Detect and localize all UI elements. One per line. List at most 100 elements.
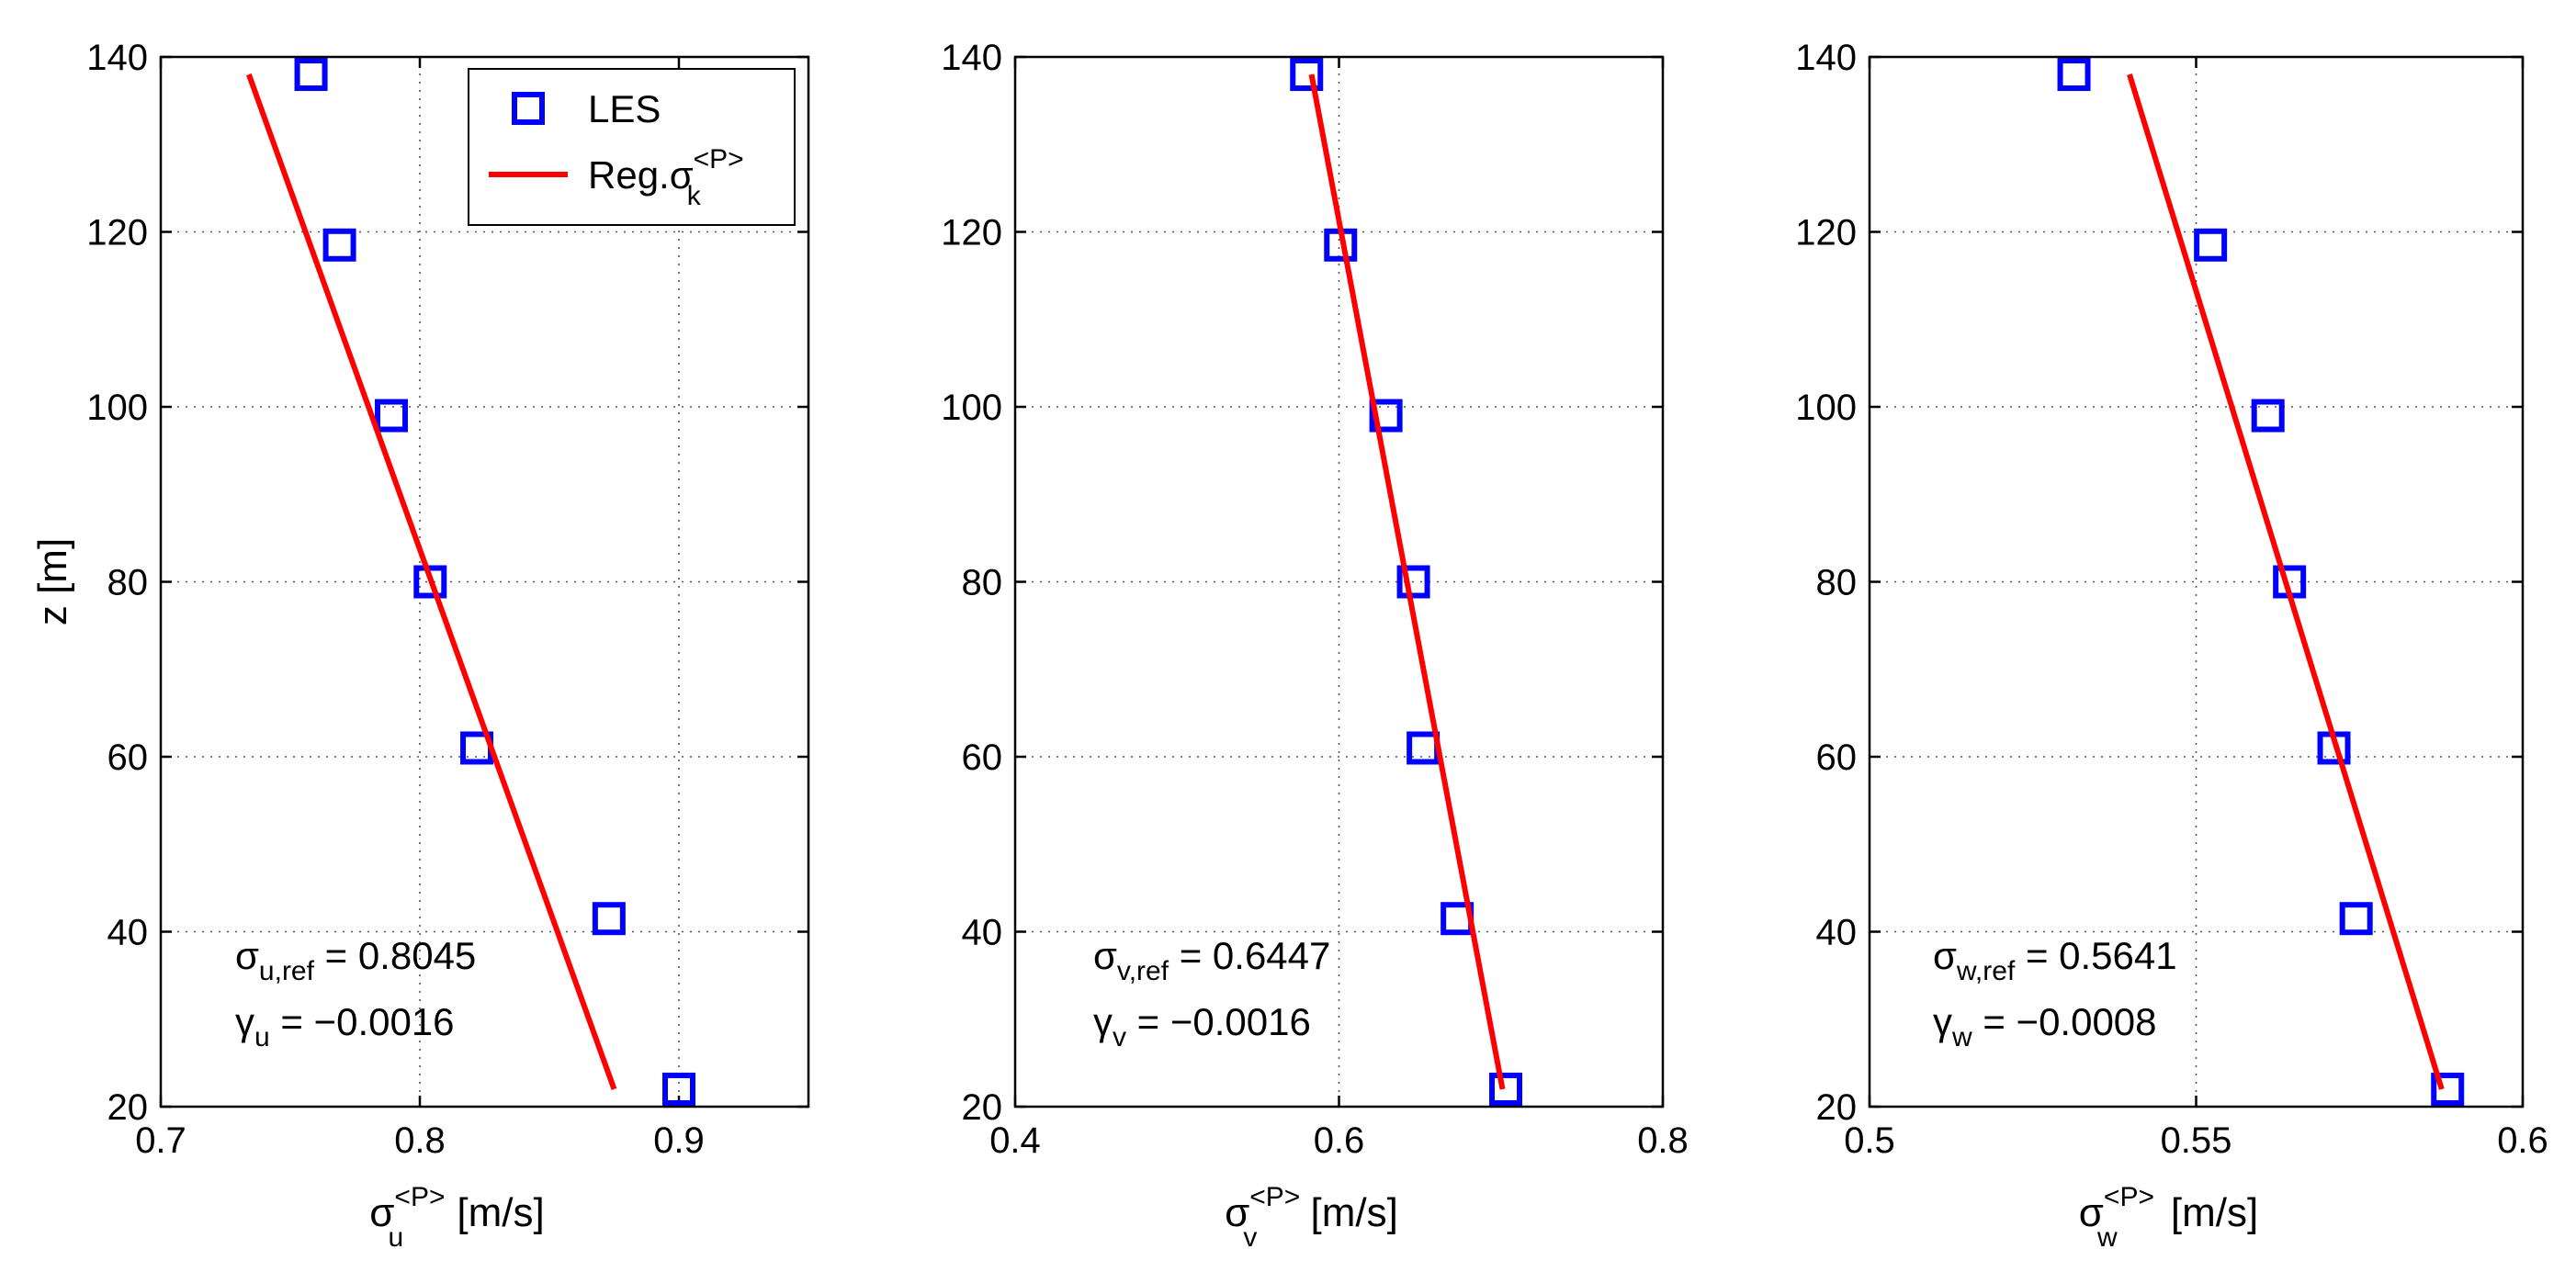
x-axis-label-sub: v bbox=[1243, 1222, 1257, 1253]
y-tick-label: 140 bbox=[86, 38, 148, 78]
x-axis-label-sigma: σ bbox=[2079, 1190, 2104, 1235]
gamma-sub: v bbox=[1113, 1022, 1126, 1052]
sigma-ref-sub: w,ref bbox=[1956, 956, 2016, 986]
axes-frame bbox=[1868, 55, 2525, 1109]
x-axis-label-sigma: σ bbox=[369, 1190, 394, 1235]
y-tick-label: 40 bbox=[962, 913, 1003, 953]
y-tick-label: 40 bbox=[1816, 913, 1858, 953]
les-data-point bbox=[2251, 399, 2285, 433]
x-axis-label-sup: <P> bbox=[394, 1182, 445, 1212]
y-tick-label: 20 bbox=[1816, 1087, 1858, 1128]
legend-reg-base: Reg.σ bbox=[588, 153, 694, 197]
x-tick-label: 0.7 bbox=[135, 1120, 186, 1161]
legend-reg-label: Reg.σ<P> k bbox=[588, 144, 744, 211]
y-tick-label: 20 bbox=[107, 1087, 149, 1128]
sigma-ref-value: = 0.6447 bbox=[1169, 934, 1330, 977]
sigma-ref-symbol: σ bbox=[235, 934, 259, 977]
les-data-point bbox=[2339, 902, 2373, 936]
les-data-point bbox=[592, 902, 626, 936]
y-tick-label: 80 bbox=[962, 563, 1003, 603]
sigma-ref-annotation: σu,ref = 0.8045 bbox=[235, 934, 476, 986]
sigma-ref-annotation: σw,ref = 0.5641 bbox=[1933, 934, 2177, 986]
y-tick-label: 60 bbox=[107, 737, 149, 778]
gamma-value: = −0.0016 bbox=[270, 1000, 455, 1043]
les-data-point bbox=[2431, 1072, 2465, 1106]
legend-les-label: LES bbox=[588, 87, 661, 130]
x-tick-label: 0.5 bbox=[1844, 1120, 1895, 1161]
axes-frame bbox=[159, 55, 810, 1109]
gamma-value: = −0.0016 bbox=[1126, 1000, 1311, 1043]
gamma-symbol: γ bbox=[1933, 1000, 1952, 1043]
y-tick-label: 120 bbox=[1795, 213, 1857, 253]
legend-les-marker bbox=[512, 92, 545, 125]
sigma-ref-sub: v,ref bbox=[1117, 956, 1169, 986]
y-tick-label: 100 bbox=[1795, 388, 1857, 428]
gamma-symbol: γ bbox=[1093, 1000, 1113, 1043]
sigma-ref-symbol: σ bbox=[1933, 934, 1957, 977]
regression-line bbox=[246, 73, 617, 1090]
sigma-ref-annotation: σv,ref = 0.6447 bbox=[1093, 934, 1330, 986]
x-axis-label-unit: [m/s] bbox=[1299, 1190, 1398, 1235]
les-data-point bbox=[662, 1072, 695, 1106]
les-data-point bbox=[1489, 1072, 1523, 1106]
gamma-sub: w bbox=[1951, 1022, 1972, 1052]
gamma-symbol: γ bbox=[235, 1000, 254, 1043]
gamma-annotation: γu = −0.0016 bbox=[235, 1000, 455, 1052]
y-tick-label: 20 bbox=[962, 1087, 1003, 1128]
axes-frame bbox=[1013, 55, 1665, 1109]
y-axis-label: z [m] bbox=[30, 538, 75, 625]
les-data-point bbox=[1369, 399, 1403, 433]
x-axis-label-sub: w bbox=[2096, 1222, 2118, 1253]
x-tick-label: 0.6 bbox=[2497, 1120, 2548, 1161]
sigma-ref-value: = 0.5641 bbox=[2015, 934, 2176, 977]
x-tick-label: 0.4 bbox=[989, 1120, 1041, 1161]
x-axis-label: σ<P> v [m/s] bbox=[1225, 1182, 1398, 1253]
legend-reg-sup: <P> bbox=[694, 144, 744, 174]
x-axis-label-sub: u bbox=[388, 1222, 403, 1253]
les-data-point bbox=[1290, 58, 1324, 92]
y-tick-label: 80 bbox=[107, 563, 149, 603]
regression-line bbox=[1308, 73, 1506, 1090]
les-data-point bbox=[1407, 731, 1441, 765]
sigma-ref-value: = 0.8045 bbox=[314, 934, 476, 977]
x-axis-label-unit: [m/s] bbox=[446, 1190, 545, 1235]
x-axis-label-sup: <P> bbox=[1249, 1182, 1300, 1212]
y-tick-label: 140 bbox=[1795, 38, 1857, 78]
x-axis-label-unit: [m/s] bbox=[2160, 1190, 2259, 1235]
x-tick-label: 0.8 bbox=[1637, 1120, 1689, 1161]
y-tick-label: 120 bbox=[86, 213, 148, 253]
gamma-annotation: γv = −0.0016 bbox=[1093, 1000, 1311, 1052]
les-data-point bbox=[413, 565, 447, 599]
x-tick-label: 0.9 bbox=[653, 1120, 705, 1161]
gamma-annotation: γw = −0.0008 bbox=[1933, 1000, 2157, 1052]
gamma-value: = −0.0008 bbox=[1972, 1000, 2157, 1043]
y-tick-label: 60 bbox=[1816, 737, 1858, 778]
les-data-point bbox=[374, 399, 408, 433]
y-tick-label: 100 bbox=[86, 388, 148, 428]
legend-reg-sub: k bbox=[687, 181, 702, 211]
x-tick-label: 0.55 bbox=[2161, 1120, 2232, 1161]
y-tick-label: 80 bbox=[1816, 563, 1858, 603]
x-axis-label-sigma: σ bbox=[1225, 1190, 1249, 1235]
gamma-sub: u bbox=[254, 1022, 270, 1052]
les-data-point bbox=[2194, 228, 2228, 262]
x-tick-label: 0.6 bbox=[1314, 1120, 1365, 1161]
y-tick-label: 40 bbox=[107, 913, 149, 953]
y-tick-label: 120 bbox=[941, 213, 1002, 253]
legend: LES Reg.σ<P> k bbox=[468, 68, 796, 226]
y-tick-label: 60 bbox=[962, 737, 1003, 778]
sigma-ref-symbol: σ bbox=[1093, 934, 1117, 977]
les-data-point bbox=[2057, 58, 2091, 92]
x-axis-label-sup: <P> bbox=[2104, 1182, 2154, 1212]
les-data-point bbox=[322, 228, 356, 262]
regression-line bbox=[2127, 73, 2445, 1090]
les-data-point bbox=[1396, 565, 1430, 599]
y-tick-label: 140 bbox=[941, 38, 1002, 78]
sigma-ref-sub: u,ref bbox=[259, 956, 315, 986]
x-tick-label: 0.8 bbox=[394, 1120, 446, 1161]
x-axis-label: σ<P> w [m/s] bbox=[2079, 1182, 2258, 1253]
